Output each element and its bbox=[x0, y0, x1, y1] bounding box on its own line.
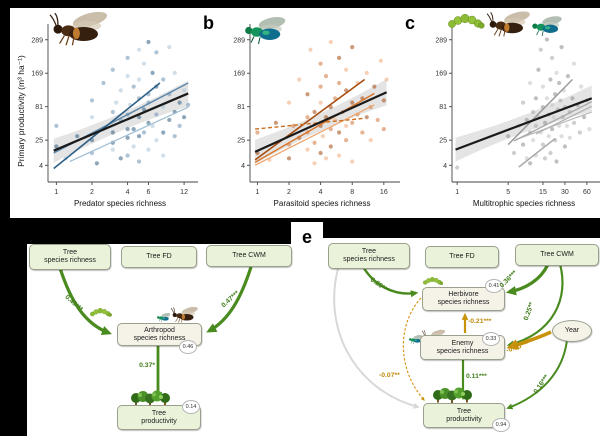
panel-label-e-container: e bbox=[291, 222, 323, 246]
panel-label-c: c bbox=[405, 13, 416, 33]
svg-text:289: 289 bbox=[31, 37, 43, 44]
svg-text:Parasitoid species richness: Parasitoid species richness bbox=[274, 199, 371, 208]
coef-enemy-herbivore: -0.21*** bbox=[468, 318, 492, 325]
sem-e-background-extension bbox=[322, 238, 600, 248]
svg-text:60: 60 bbox=[583, 189, 591, 196]
svg-text:169: 169 bbox=[233, 71, 245, 78]
path-year-to-enemy bbox=[506, 330, 552, 350]
svg-text:169: 169 bbox=[31, 71, 43, 78]
trees-icon bbox=[433, 387, 472, 403]
caterpillar-icon bbox=[448, 14, 485, 29]
svg-text:25: 25 bbox=[237, 138, 245, 145]
svg-text:4: 4 bbox=[241, 163, 245, 170]
panel-label-b: b bbox=[203, 13, 214, 33]
svg-text:289: 289 bbox=[435, 37, 447, 44]
caterpillar-icon bbox=[90, 308, 112, 317]
svg-text:81: 81 bbox=[35, 104, 43, 111]
node-tree-cwm: Tree CWM bbox=[206, 245, 292, 267]
svg-text:5: 5 bbox=[506, 189, 510, 196]
path-year-to-productivity bbox=[506, 339, 568, 410]
node-year: Year bbox=[552, 320, 592, 342]
svg-text:12: 12 bbox=[180, 189, 188, 196]
path-tsr-to-herbivore bbox=[360, 264, 419, 298]
coef-herbivore-productivity: -0.07** bbox=[379, 372, 400, 379]
svg-text:25: 25 bbox=[35, 138, 43, 145]
node-tree-fd: Tree FD bbox=[425, 246, 499, 268]
caterpillar-icon bbox=[423, 277, 444, 286]
path-tsr-to-productivity bbox=[333, 264, 420, 409]
coef-enemy-productivity: 0.11*** bbox=[466, 373, 487, 380]
svg-text:1: 1 bbox=[54, 189, 58, 196]
sem-e-arrows bbox=[333, 263, 568, 410]
svg-text:Predator species richness: Predator species richness bbox=[74, 199, 166, 208]
svg-text:Multitrophic species richness: Multitrophic species richness bbox=[473, 199, 575, 208]
r2-badge-herbivore: 0.41 bbox=[485, 279, 503, 293]
svg-text:169: 169 bbox=[435, 71, 447, 78]
svg-text:15: 15 bbox=[539, 189, 547, 196]
svg-text:16: 16 bbox=[380, 189, 388, 196]
node-tree-fd: Tree FD bbox=[121, 246, 197, 268]
wasp-icon bbox=[49, 8, 110, 47]
path-herbivore-to-productivity bbox=[402, 297, 425, 401]
svg-text:8: 8 bbox=[350, 189, 354, 196]
r2-badge-enemy: 0.33 bbox=[482, 332, 500, 346]
path-cwm-to-arthropod bbox=[206, 266, 253, 333]
node-arthropod-species-richness: Arthropod species richness bbox=[117, 323, 202, 346]
path-cwm-to-enemy bbox=[506, 263, 564, 347]
svg-text:30: 30 bbox=[561, 189, 569, 196]
wasp-icon bbox=[486, 8, 532, 38]
sem-diagram-e: Tree species richness Tree FD Tree CWM H… bbox=[322, 238, 600, 436]
svg-text:1: 1 bbox=[255, 189, 259, 196]
node-tree-cwm: Tree CWM bbox=[515, 244, 599, 266]
svg-text:2: 2 bbox=[287, 189, 291, 196]
sem-d-arrows bbox=[58, 266, 253, 406]
path-cwm-to-herbivore bbox=[505, 263, 550, 296]
path-tsr-to-arthropod bbox=[58, 267, 112, 336]
svg-text:2: 2 bbox=[90, 189, 94, 196]
scatter-panel-parasitoid: 1 2 4 8 16 4 25 81 169 289 Parasitoid species rich… bbox=[233, 24, 400, 208]
svg-text:25: 25 bbox=[439, 138, 447, 145]
cuckoo-wasp-icon bbox=[531, 14, 563, 37]
svg-text:4: 4 bbox=[39, 163, 43, 170]
svg-text:4: 4 bbox=[126, 189, 130, 196]
svg-text:289: 289 bbox=[233, 37, 245, 44]
svg-text:81: 81 bbox=[439, 104, 447, 111]
node-tree-species-richness: Tree species richness bbox=[29, 244, 111, 270]
r2-badge-arthropod: 0.46 bbox=[179, 340, 197, 354]
panel-label-e: e bbox=[301, 227, 312, 247]
cuckoo-wasp-icon bbox=[244, 14, 287, 45]
node-tree-species-richness: Tree species richness bbox=[328, 243, 410, 269]
r2-badge-productivity: 0.94 bbox=[492, 418, 510, 432]
node-tree-productivity: Tree productivity bbox=[423, 403, 505, 428]
wasp-icon bbox=[170, 305, 199, 323]
sem-diagram-d: Tree species richness Tree FD Tree CWM A… bbox=[27, 244, 320, 436]
svg-text:4: 4 bbox=[443, 163, 447, 170]
svg-text:1: 1 bbox=[455, 189, 459, 196]
coef-arthropod-productivity: 0.37* bbox=[139, 362, 155, 369]
svg-text:6: 6 bbox=[146, 189, 150, 196]
svg-text:4: 4 bbox=[319, 189, 323, 196]
r2-badge-productivity: 0.14 bbox=[182, 400, 200, 414]
trees-icon bbox=[131, 390, 170, 406]
svg-text:81: 81 bbox=[237, 104, 245, 111]
cuckoo-wasp-icon bbox=[156, 312, 171, 323]
